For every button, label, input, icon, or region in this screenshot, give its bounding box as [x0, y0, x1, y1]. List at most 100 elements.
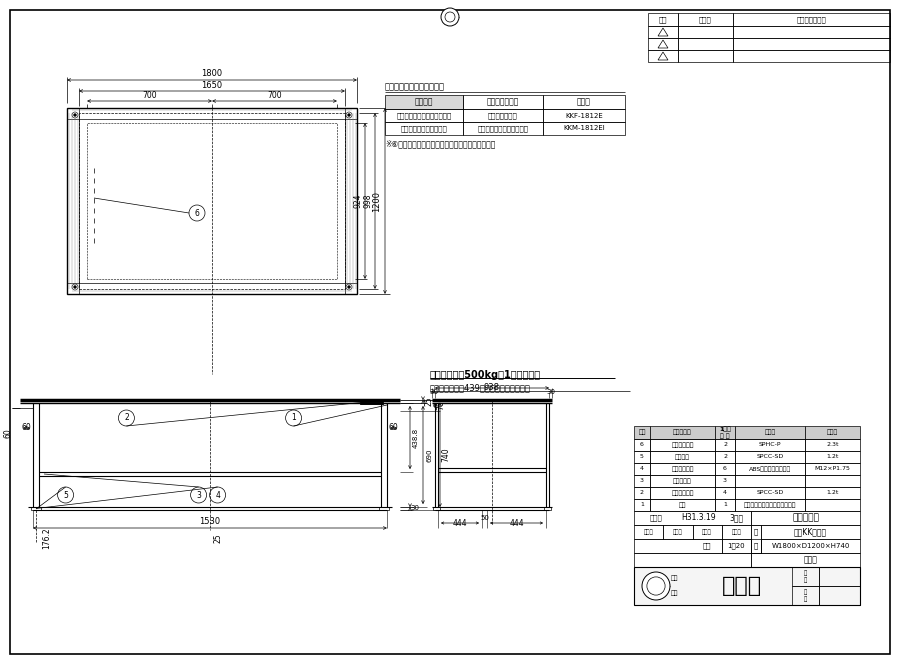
Bar [648, 50, 678, 62]
Text: 25: 25 [425, 396, 434, 406]
Text: 30: 30 [410, 505, 419, 511]
Bar [805, 426, 860, 439]
Circle shape [72, 112, 78, 118]
Text: 444: 444 [509, 519, 524, 527]
Bar [650, 426, 715, 439]
Bar [735, 475, 805, 487]
Text: 1.2t: 1.2t [826, 491, 839, 495]
Bar [648, 13, 678, 26]
Text: 2: 2 [124, 414, 129, 422]
Bar [543, 122, 625, 135]
Circle shape [348, 286, 350, 288]
Bar [634, 525, 663, 539]
Bar [715, 426, 735, 439]
Bar [67, 108, 357, 294]
Bar [751, 525, 761, 553]
Bar [678, 50, 733, 62]
Bar [634, 487, 650, 499]
Bar [543, 95, 625, 109]
Text: 外観図: 外観図 [804, 556, 817, 564]
Bar [805, 439, 860, 451]
Text: 1.2t: 1.2t [826, 454, 839, 459]
Text: 2: 2 [723, 454, 727, 459]
Bar [715, 439, 735, 451]
Bar [735, 463, 805, 475]
Bar [79, 113, 345, 289]
Bar [792, 567, 819, 586]
Text: 30: 30 [429, 389, 438, 395]
Text: 60: 60 [389, 424, 399, 432]
Text: 実
番: 実 番 [804, 590, 807, 602]
Text: 軽量KKタイプ: 軽量KKタイプ [794, 527, 827, 537]
Bar [543, 109, 625, 122]
Text: 740: 740 [442, 448, 451, 462]
Bar [715, 499, 735, 511]
Text: 1台付
員 数: 1台付 員 数 [719, 426, 731, 438]
Bar [385, 95, 463, 109]
Text: 均等耐荷重　500kg（1台当たり）: 均等耐荷重 500kg（1台当たり） [430, 370, 541, 380]
Text: 1650: 1650 [202, 80, 222, 90]
Text: 図
番: 図 番 [804, 570, 807, 582]
Text: 176.2: 176.2 [42, 527, 51, 549]
Text: 補強フレーム: 補強フレーム [671, 442, 694, 448]
Text: 品　番: 品 番 [577, 98, 591, 106]
Circle shape [348, 114, 350, 116]
Bar [735, 499, 805, 511]
Text: 3: 3 [196, 491, 201, 499]
Bar [819, 567, 860, 586]
Bar [385, 122, 463, 135]
Bar [805, 463, 860, 475]
Bar [715, 487, 735, 499]
Text: ※⑥補強フレームのみ塗装色：サカエダークグレー: ※⑥補強フレームのみ塗装色：サカエダークグレー [385, 139, 495, 149]
Text: 60: 60 [4, 428, 13, 438]
Bar [715, 475, 735, 487]
Text: 438.8: 438.8 [413, 428, 419, 448]
Bar [634, 553, 751, 567]
Text: 2: 2 [723, 442, 727, 448]
Bar [634, 499, 650, 511]
Bar [463, 122, 543, 135]
Text: KKF-1812E: KKF-1812E [565, 112, 603, 118]
Text: サカエホワイトアイボリー: サカエホワイトアイボリー [478, 125, 528, 132]
Bar [87, 123, 337, 279]
Text: 700: 700 [142, 90, 157, 100]
Bar [733, 26, 890, 38]
Text: SPCC-SD: SPCC-SD [756, 491, 784, 495]
Bar [735, 451, 805, 463]
Text: 称: 称 [754, 542, 758, 549]
Bar [648, 26, 678, 38]
Text: 日　付: 日 付 [699, 16, 712, 23]
Circle shape [642, 572, 670, 600]
Text: 6: 6 [194, 208, 200, 218]
Text: 天板: 天板 [679, 502, 686, 508]
Text: 部　品　名: 部 品 名 [673, 430, 692, 436]
Text: SPHC-P: SPHC-P [759, 442, 781, 448]
Bar [463, 95, 543, 109]
Text: 作　成: 作 成 [650, 515, 662, 521]
Text: 3: 3 [640, 479, 644, 483]
Text: 70: 70 [436, 400, 446, 410]
Bar [433, 507, 440, 510]
Bar [805, 487, 860, 499]
Bar [678, 26, 733, 38]
Bar [722, 525, 751, 539]
Text: 938: 938 [484, 384, 500, 392]
Bar [805, 499, 860, 511]
Bar [805, 475, 860, 487]
Text: 25: 25 [213, 533, 222, 542]
Bar [805, 451, 860, 463]
Text: 尺　度: 尺 度 [732, 529, 742, 535]
Text: 1: 1 [723, 503, 727, 507]
Text: アイボリーメラミン天板: アイボリーメラミン天板 [400, 125, 447, 132]
Circle shape [346, 284, 352, 290]
Text: 4: 4 [640, 467, 644, 471]
Text: W1800×D1200×H740: W1800×D1200×H740 [771, 543, 850, 549]
Bar [819, 586, 860, 605]
Text: 1：20: 1：20 [727, 542, 745, 549]
Bar [385, 109, 463, 122]
Bar [751, 553, 860, 567]
Bar [761, 539, 860, 553]
Text: 5: 5 [640, 454, 644, 459]
Bar [634, 539, 722, 553]
Bar [678, 13, 733, 26]
